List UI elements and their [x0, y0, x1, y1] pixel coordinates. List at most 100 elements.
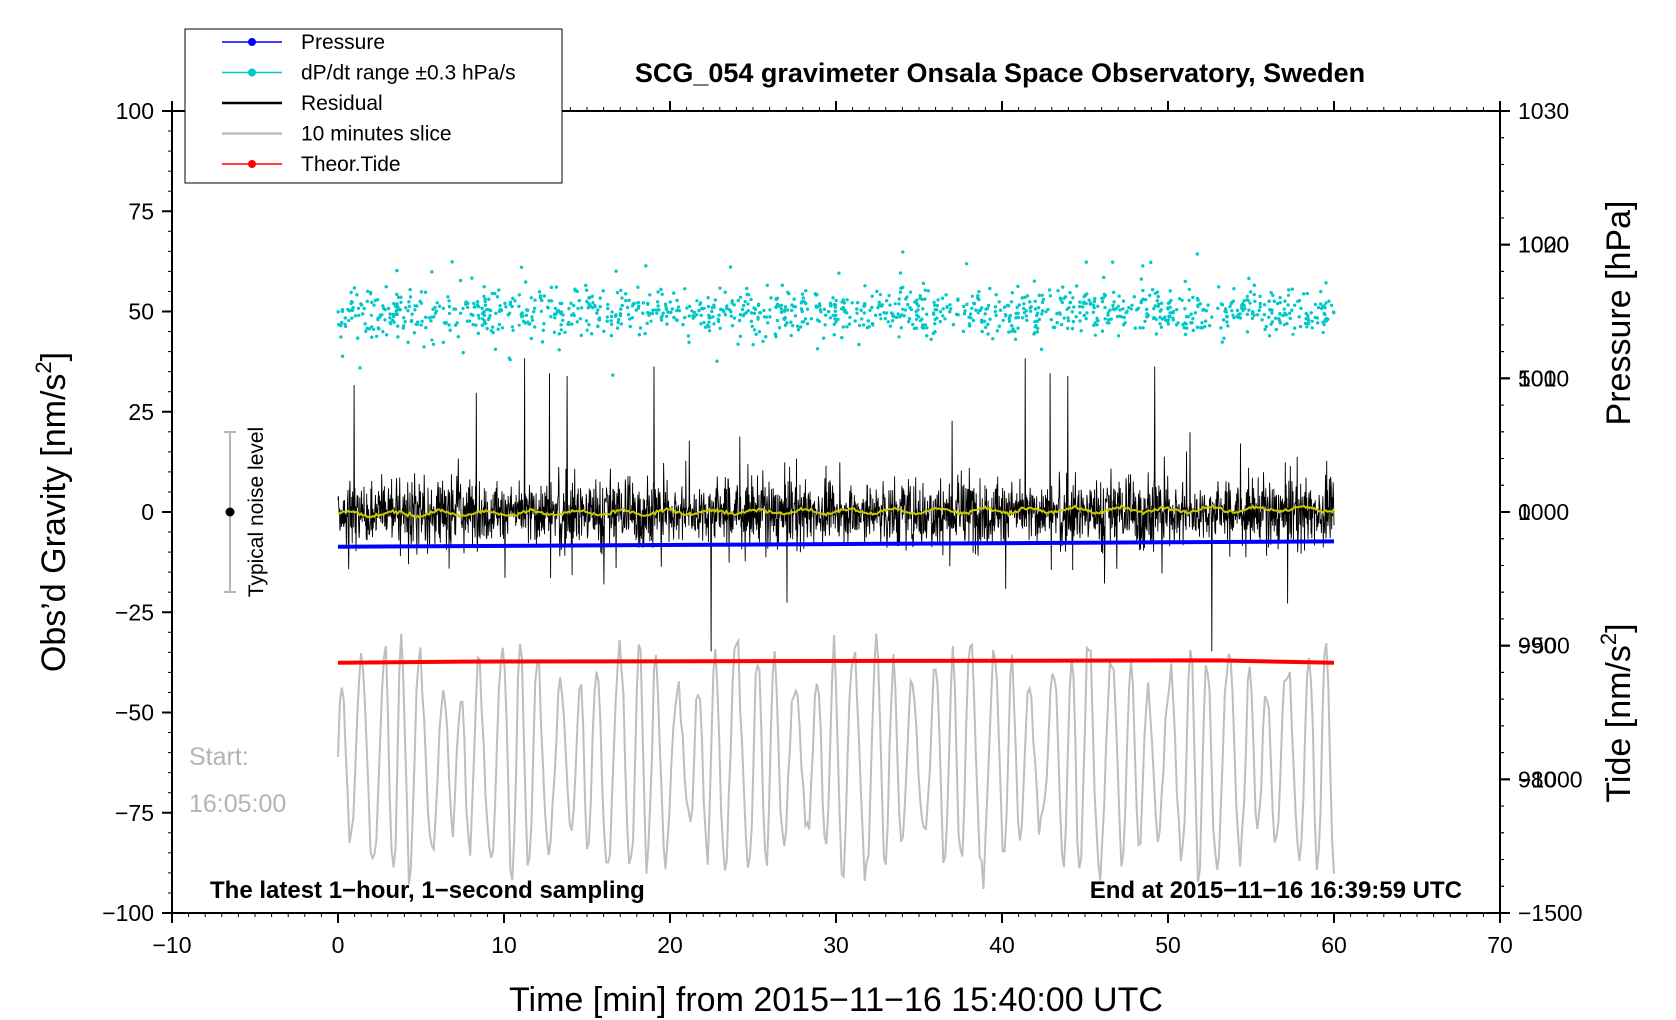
y-left-tick-label: 25 — [128, 399, 154, 425]
dpdt-point — [1324, 301, 1328, 305]
dpdt-point — [415, 304, 419, 308]
dpdt-point — [525, 308, 529, 312]
dpdt-point — [994, 293, 998, 297]
dpdt-point — [1111, 303, 1115, 308]
dpdt-point — [718, 286, 722, 290]
dpdt-point — [925, 326, 929, 330]
dpdt-point — [833, 317, 837, 321]
dpdt-point — [1139, 277, 1143, 281]
dpdt-point — [1066, 316, 1070, 320]
dpdt-point — [1183, 279, 1187, 283]
dpdt-point — [1171, 311, 1175, 315]
dpdt-point — [569, 301, 573, 305]
dpdt-point — [1264, 325, 1268, 329]
dpdt-point — [1323, 319, 1327, 323]
dpdt-point — [901, 250, 905, 254]
dpdt-point — [1096, 304, 1100, 308]
dpdt-point — [1129, 307, 1133, 311]
dpdt-point — [1058, 311, 1062, 315]
dpdt-point — [722, 310, 726, 314]
dpdt-point — [921, 323, 925, 327]
dpdt-point — [956, 297, 960, 301]
dpdt-point — [1262, 313, 1266, 317]
dpdt-point — [537, 290, 542, 294]
dpdt-point — [614, 269, 618, 273]
dpdt-point — [1299, 306, 1303, 310]
dpdt-point — [648, 311, 652, 315]
dpdt-point — [466, 305, 470, 309]
y-left-tick-label: −25 — [115, 599, 154, 625]
dpdt-point — [1085, 311, 1089, 315]
dpdt-point — [1232, 316, 1236, 320]
dpdt-point — [1118, 314, 1122, 318]
dpdt-point — [965, 302, 969, 306]
dpdt-point — [511, 328, 515, 332]
dpdt-point — [1154, 332, 1158, 336]
dpdt-point — [980, 318, 984, 322]
y-left-tick-label: −50 — [115, 700, 154, 726]
dpdt-point — [841, 298, 845, 302]
dpdt-point — [878, 313, 882, 317]
dpdt-point — [988, 317, 992, 321]
dpdt-point — [654, 308, 658, 312]
dpdt-point — [584, 319, 589, 323]
dpdt-point — [490, 291, 494, 295]
dpdt-point — [661, 311, 665, 315]
dpdt-point — [1204, 309, 1208, 313]
dpdt-point — [1195, 297, 1200, 301]
dpdt-point — [764, 315, 769, 319]
dpdt-point — [941, 314, 945, 318]
dpdt-point — [1253, 299, 1257, 303]
dpdt-point — [504, 305, 508, 309]
dpdt-point — [815, 347, 820, 351]
dpdt-point — [429, 319, 433, 323]
dpdt-point — [1306, 322, 1311, 326]
dpdt-point — [868, 308, 872, 312]
dpdt-point — [646, 301, 650, 305]
dpdt-point — [1282, 307, 1286, 311]
dpdt-point — [355, 293, 359, 297]
dpdt-point — [1238, 312, 1242, 316]
dpdt-point — [711, 315, 715, 319]
dpdt-point — [1071, 296, 1075, 300]
x-tick-label: 10 — [491, 932, 517, 958]
dpdt-point — [1305, 325, 1309, 329]
dpdt-point — [923, 288, 927, 292]
dpdt-point — [1180, 298, 1184, 302]
noise-level-indicator: Typical noise level — [224, 427, 268, 597]
dpdt-point — [1121, 299, 1126, 303]
dpdt-point — [1100, 329, 1105, 333]
dpdt-point — [1216, 306, 1220, 310]
dpdt-point — [749, 297, 753, 302]
dpdt-point — [1001, 318, 1005, 323]
dpdt-point — [1066, 319, 1071, 323]
dpdt-point — [1167, 314, 1171, 318]
dpdt-point — [1145, 314, 1149, 319]
y-tide-tick-label: 0 — [1518, 499, 1531, 525]
dpdt-point — [336, 310, 340, 314]
dpdt-point — [356, 306, 361, 310]
legend-box — [184, 28, 563, 184]
dpdt-point — [1008, 313, 1012, 318]
dpdt-point — [614, 314, 618, 318]
y-axis-left-title-end: ] — [35, 352, 73, 361]
dpdt-point — [396, 324, 400, 328]
dpdt-point — [774, 335, 778, 339]
dpdt-point — [590, 332, 594, 336]
dpdt-point — [606, 303, 610, 307]
dpdt-point — [616, 320, 620, 324]
dpdt-point — [1049, 318, 1053, 322]
dpdt-point — [920, 325, 924, 329]
dpdt-point — [497, 322, 502, 327]
dpdt-point — [1091, 310, 1095, 314]
dpdt-point — [752, 311, 757, 315]
dpdt-point — [728, 265, 733, 269]
dpdt-point — [350, 316, 354, 320]
dpdt-point — [540, 340, 545, 344]
dpdt-point — [736, 342, 740, 346]
dpdt-point — [901, 285, 905, 289]
dpdt-point — [517, 304, 521, 308]
dpdt-point — [510, 325, 514, 329]
dpdt-point — [1084, 317, 1088, 321]
dpdt-point — [699, 313, 703, 317]
